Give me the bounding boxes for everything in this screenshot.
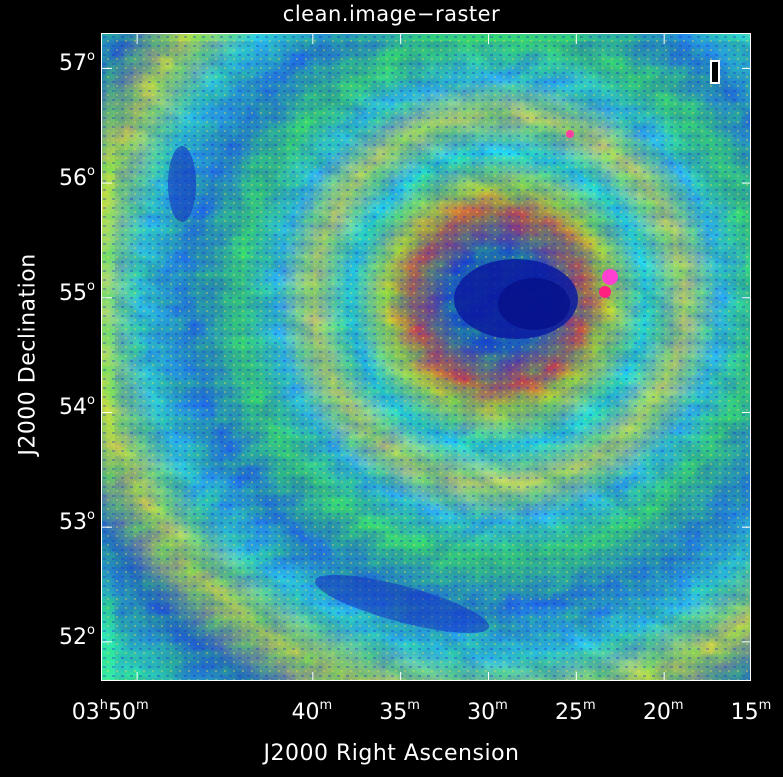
y-tick-label: 56o [59, 164, 95, 192]
x-tick-label: 40m [291, 698, 333, 725]
x-axis-label: J2000 Right Ascension [263, 741, 520, 766]
plot-title: clean.image−raster [282, 2, 501, 26]
y-axis-label: J2000 Declination [15, 253, 41, 456]
y-tick-label: 53o [59, 508, 95, 536]
x-tick-label: 30m [467, 698, 508, 725]
beam-marker [710, 60, 720, 84]
axis-ticks [102, 34, 750, 680]
y-tick-label: 54o [59, 393, 95, 421]
y-tick-label: 55o [59, 278, 95, 306]
x-tick-label: 35m [379, 698, 420, 725]
y-tick-label: 57o [59, 49, 95, 77]
x-tick-label: 15m [730, 698, 772, 725]
x-tick-label: 20m [642, 698, 684, 725]
x-tick-label: 03h50m [71, 698, 149, 725]
y-tick-label: 52o [59, 622, 95, 650]
image-raster-panel[interactable] [101, 33, 751, 681]
raster-image [102, 34, 750, 680]
x-tick-label: 25m [554, 698, 596, 725]
